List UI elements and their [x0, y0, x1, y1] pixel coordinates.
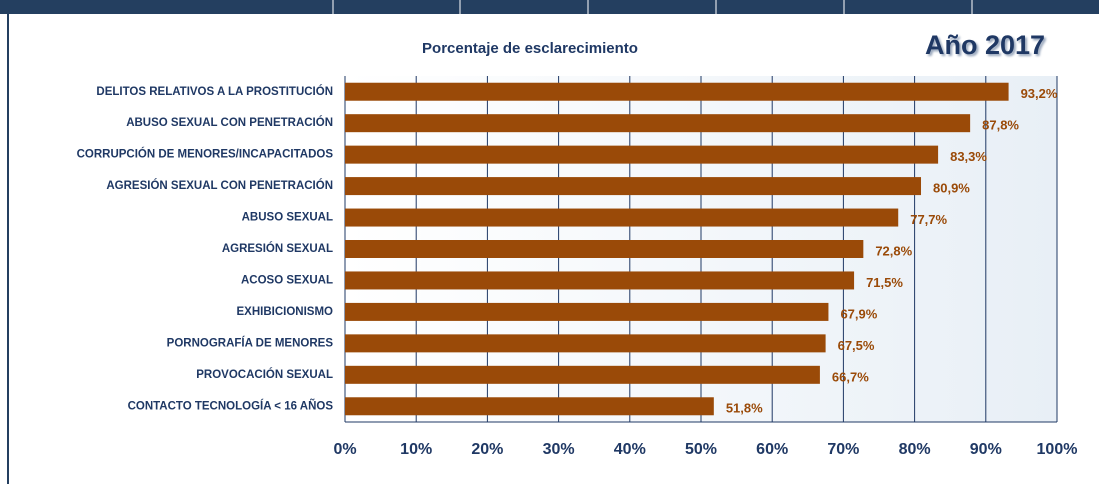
x-tick-label: 40% — [614, 441, 646, 458]
value-label: 72,8% — [875, 243, 912, 258]
bar — [345, 114, 971, 133]
bar — [345, 240, 864, 258]
bar — [345, 302, 829, 321]
x-tick-label: 0% — [333, 441, 356, 458]
x-tick-label: 70% — [827, 441, 859, 458]
y-tick-label: CORRUPCIÓN DE MENORES/INCAPACITADOS — [77, 148, 334, 161]
y-tick-label: ACOSO SEXUAL — [241, 274, 333, 286]
bar — [345, 271, 855, 290]
value-label: 80,9% — [933, 181, 970, 196]
value-label: 93,2% — [1021, 86, 1058, 101]
y-tick-label: DELITOS RELATIVOS A LA PROSTITUCIÓN — [96, 85, 333, 98]
value-label: 83,3% — [950, 149, 987, 164]
x-tick-label: 20% — [471, 441, 503, 458]
y-tick-label: PROVOCACIÓN SEXUAL — [196, 368, 333, 381]
x-tick-label: 90% — [970, 441, 1002, 458]
bar — [345, 208, 899, 227]
value-label: 71,5% — [866, 275, 903, 290]
y-tick-label: ABUSO SEXUAL — [242, 212, 333, 224]
y-tick-label: ABUSO SEXUAL CON PENETRACIÓN — [126, 116, 333, 129]
value-label: 77,7% — [910, 212, 947, 227]
top-band-dividers — [332, 0, 973, 14]
value-label: 67,9% — [840, 306, 877, 321]
bar — [345, 177, 922, 196]
y-tick-label: PORNOGRAFÍA DE MENORES — [167, 336, 334, 349]
x-tick-label: 50% — [685, 441, 717, 458]
left-border — [7, 14, 9, 484]
bar — [345, 334, 826, 353]
top-band — [0, 0, 1099, 14]
y-tick-label: AGRESIÓN SEXUAL — [222, 242, 333, 255]
x-tick-label: 60% — [756, 441, 788, 458]
chart-title: Porcentaje de esclarecimiento — [422, 40, 638, 57]
y-tick-label: EXHIBICIONISMO — [237, 306, 334, 318]
chart-subtitle: Año 2017 — [925, 30, 1045, 60]
x-tick-label: 30% — [543, 441, 575, 458]
bar — [345, 397, 714, 416]
y-tick-label: AGRESIÓN SEXUAL CON PENETRACIÓN — [106, 179, 333, 192]
value-label: 66,7% — [832, 369, 869, 384]
value-label: 67,5% — [838, 338, 875, 353]
x-tick-label: 80% — [899, 441, 931, 458]
value-label: 51,8% — [726, 401, 763, 416]
value-label: 87,8% — [982, 118, 1019, 133]
bar — [345, 145, 939, 164]
bar — [345, 82, 1009, 101]
x-tick-label: 10% — [400, 441, 432, 458]
x-tick-label: 100% — [1037, 441, 1078, 458]
y-tick-label: CONTACTO TECNOLOGÍA < 16 AÑOS — [128, 399, 334, 412]
bar — [345, 365, 820, 384]
